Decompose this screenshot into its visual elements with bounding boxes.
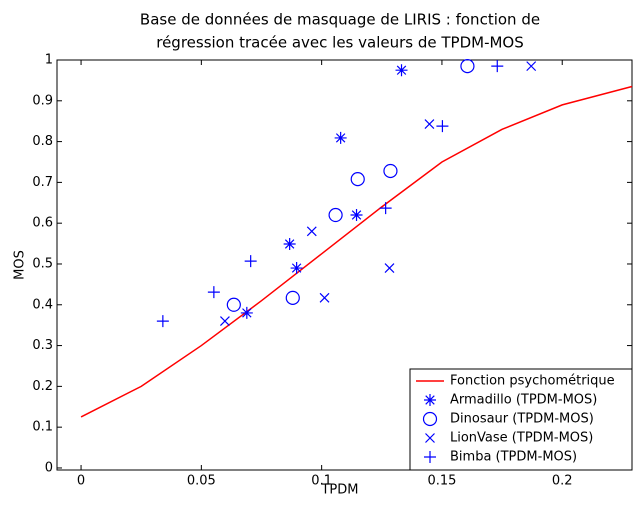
chart-title: Base de données de masquage de LIRIS : f…: [140, 11, 540, 29]
y-tick-label: 0.4: [32, 297, 53, 312]
legend-swatch: [422, 411, 438, 427]
marker: [383, 163, 398, 179]
legend-label: Armadillo (TPDM-MOS): [450, 393, 597, 408]
marker: [319, 292, 330, 303]
plot-frame: [56, 59, 633, 471]
marker: [491, 60, 504, 73]
x-axis-label: TPDM: [320, 483, 358, 498]
legend-box: [409, 368, 633, 471]
marker: [285, 290, 300, 305]
legend-label: Fonction psychométrique: [450, 374, 615, 389]
x-tick-label: 0.15: [427, 474, 456, 489]
y-tick-label: 0.1: [32, 420, 53, 435]
marker: [226, 297, 241, 312]
marker: [220, 316, 230, 327]
y-tick-label: 0.5: [32, 256, 53, 271]
x-tick-label: 0: [77, 474, 85, 489]
legend-swatch: [424, 451, 436, 463]
y-tick-label: 0.3: [32, 338, 53, 353]
legend-label: LionVase (TPDM-MOS): [450, 431, 593, 446]
marker: [460, 59, 475, 74]
y-tick-label: 0.2: [32, 379, 53, 394]
marker: [395, 64, 408, 77]
y-tick-label: 0.7: [32, 175, 53, 190]
marker: [306, 226, 317, 237]
y-axis-label: MOS: [13, 250, 28, 280]
legend-label: Dinosaur (TPDM-MOS): [450, 412, 594, 427]
marker: [350, 209, 363, 222]
y-tick-label: 0.9: [32, 93, 53, 108]
marker: [283, 237, 296, 250]
marker: [334, 131, 347, 144]
marker: [436, 120, 449, 133]
marker: [384, 263, 395, 273]
marker: [207, 286, 220, 299]
legend-swatch: [425, 433, 435, 443]
regression-line: [80, 85, 633, 418]
x-tick-label: 0.05: [187, 474, 216, 489]
y-tick-label: 1: [45, 53, 53, 68]
marker: [379, 202, 392, 215]
marker: [244, 255, 257, 268]
chart-title: régression tracée avec les valeurs de TP…: [156, 34, 524, 52]
x-tick-label: 0.1: [311, 474, 332, 489]
marker: [328, 207, 343, 223]
y-tick-label: 0: [45, 460, 53, 475]
x-tick-label: 0.2: [552, 474, 573, 489]
marker: [240, 306, 253, 319]
legend: Fonction psychométrique Armadillo (TPDM-M…: [409, 368, 633, 471]
marker: [424, 119, 435, 129]
y-tick-label: 0.8: [32, 134, 53, 149]
legend-swatch: [424, 394, 436, 406]
y-tick-label: 0.6: [32, 216, 53, 231]
marker: [156, 315, 169, 328]
legend-label: Bimba (TPDM-MOS): [450, 450, 577, 465]
marker: [350, 172, 365, 187]
marker: [526, 61, 537, 72]
marker: [290, 262, 303, 275]
